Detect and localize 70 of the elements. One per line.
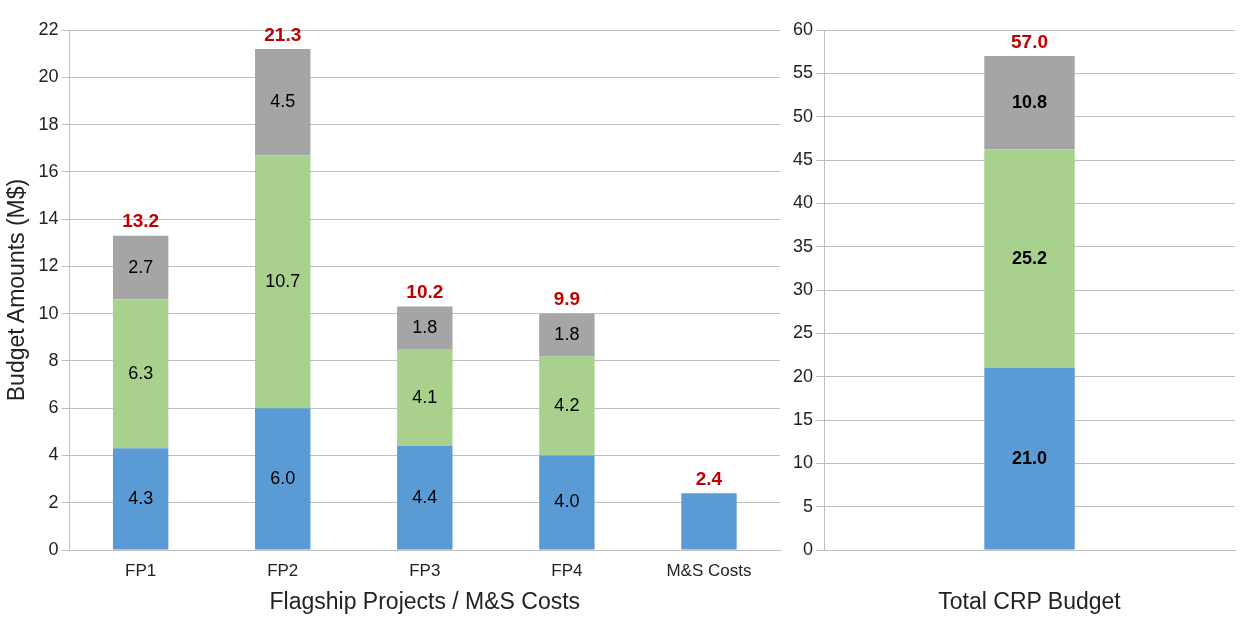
x-tick-label: M&S Costs	[666, 560, 752, 580]
y-tick-label: 16	[38, 160, 59, 181]
bar	[681, 493, 737, 550]
data-label: 21.0	[1011, 447, 1048, 468]
data-label: 6.3	[128, 362, 154, 383]
total-label: 13.2	[122, 210, 160, 232]
y-tick-label: 35	[792, 235, 814, 256]
bar	[397, 446, 453, 550]
data-label: 2.7	[128, 256, 154, 277]
bar	[539, 313, 595, 357]
y-tick-label: 20	[38, 66, 59, 87]
bar	[255, 48, 311, 156]
data-label: 10.7	[265, 270, 301, 291]
x-tick-label: FP2	[267, 560, 299, 580]
data-label: 4.4	[412, 486, 438, 507]
y-tick-label: 2	[48, 491, 59, 512]
y-tick-label: 20	[792, 365, 814, 386]
y-tick-label: 8	[48, 349, 59, 370]
data-label: 1.8	[554, 323, 580, 344]
bar	[112, 235, 169, 300]
y-tick-label: 50	[792, 105, 814, 126]
y-tick-label: 14	[38, 208, 59, 229]
bar	[539, 356, 595, 456]
bar	[397, 306, 453, 350]
y-tick-label: 25	[792, 322, 814, 343]
y-tick-label: 18	[38, 113, 59, 134]
x-axis-title: Flagship Projects / M&S Costs	[269, 587, 581, 614]
data-label: 4.1	[412, 386, 438, 407]
total-label: 10.2	[406, 281, 444, 303]
data-label: 4.2	[554, 394, 580, 415]
y-tick-label: 4	[48, 444, 59, 465]
y-tick-label: 30	[792, 278, 814, 299]
y-tick-label: 6	[48, 397, 59, 418]
y-tick-label: 0	[48, 538, 59, 559]
y-tick-label: 45	[792, 148, 814, 169]
bar	[112, 448, 169, 550]
y-tick-label: 15	[792, 408, 814, 429]
y-tick-label: 0	[803, 538, 814, 559]
y-tick-label: 10	[38, 302, 59, 323]
x-tick-label: FP4	[551, 560, 583, 580]
total-label: 2.4	[695, 468, 723, 490]
data-label: 10.8	[1011, 91, 1048, 112]
bar	[112, 299, 169, 449]
bar	[984, 56, 1075, 150]
y-tick-label: 40	[792, 192, 814, 213]
bar	[984, 368, 1075, 550]
data-label: 4.3	[128, 487, 154, 508]
data-label: 4.5	[270, 91, 296, 112]
data-label: 25.2	[1011, 247, 1048, 268]
x-axis-title: Total CRP Budget	[938, 587, 1122, 614]
y-tick-label: 10	[792, 452, 814, 473]
bar	[397, 349, 453, 446]
bar	[255, 155, 311, 409]
y-tick-label: 55	[792, 62, 814, 83]
total-label: 57.0	[1011, 30, 1048, 52]
y-axis-title: Budget Amounts (M$)	[3, 178, 30, 402]
total-label: 9.9	[553, 288, 581, 310]
y-tick-label: 5	[803, 495, 814, 516]
data-label: 4.0	[554, 491, 580, 512]
y-tick-label: 22	[38, 18, 59, 39]
bar	[255, 408, 311, 550]
x-tick-label: FP3	[409, 560, 441, 580]
bar	[539, 455, 595, 550]
total-label: 21.3	[264, 23, 302, 45]
y-tick-label: 12	[38, 255, 59, 276]
data-label: 1.8	[412, 316, 438, 337]
data-label: 6.0	[270, 467, 296, 488]
x-tick-label: FP1	[125, 560, 157, 580]
y-tick-label: 60	[792, 18, 814, 39]
bar	[984, 149, 1075, 368]
